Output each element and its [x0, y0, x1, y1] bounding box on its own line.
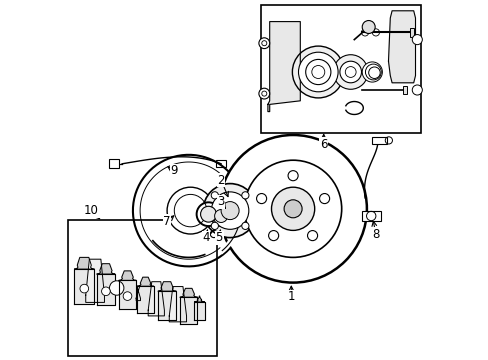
Polygon shape	[267, 22, 300, 112]
Circle shape	[287, 171, 298, 181]
Bar	[260, 5, 420, 133]
Circle shape	[411, 85, 422, 95]
Polygon shape	[85, 259, 104, 302]
Circle shape	[319, 194, 329, 204]
Circle shape	[196, 202, 220, 226]
Circle shape	[258, 38, 269, 49]
Polygon shape	[136, 286, 140, 301]
Circle shape	[102, 287, 110, 296]
Bar	[402, 86, 406, 94]
Text: 5: 5	[215, 230, 223, 244]
Polygon shape	[97, 274, 115, 305]
Polygon shape	[158, 291, 176, 320]
Polygon shape	[387, 11, 415, 83]
Circle shape	[241, 192, 248, 199]
Bar	[361, 211, 381, 221]
Bar	[68, 220, 217, 356]
Text: 4: 4	[202, 230, 209, 244]
Polygon shape	[148, 282, 164, 316]
Polygon shape	[119, 280, 136, 309]
Polygon shape	[74, 257, 94, 269]
Text: 8: 8	[371, 221, 379, 240]
Circle shape	[365, 64, 381, 80]
Polygon shape	[180, 297, 197, 324]
Circle shape	[214, 210, 227, 222]
Polygon shape	[194, 296, 204, 302]
Circle shape	[203, 184, 257, 238]
Polygon shape	[119, 271, 136, 280]
Circle shape	[339, 61, 361, 83]
Polygon shape	[137, 286, 153, 313]
Circle shape	[256, 194, 266, 204]
Polygon shape	[194, 302, 204, 320]
Circle shape	[123, 292, 132, 300]
Text: 10: 10	[84, 204, 100, 219]
Circle shape	[244, 160, 341, 257]
Circle shape	[109, 281, 123, 295]
Polygon shape	[180, 288, 197, 297]
Circle shape	[298, 52, 337, 92]
Circle shape	[258, 88, 269, 99]
Bar	[215, 160, 226, 167]
Circle shape	[307, 230, 317, 240]
Text: 7: 7	[163, 215, 173, 228]
Polygon shape	[74, 269, 94, 304]
Circle shape	[284, 200, 302, 218]
Circle shape	[411, 35, 422, 45]
Polygon shape	[97, 264, 115, 274]
Bar	[409, 28, 413, 37]
Circle shape	[200, 206, 216, 222]
Circle shape	[333, 55, 367, 89]
Polygon shape	[158, 282, 176, 291]
Circle shape	[362, 21, 374, 33]
Polygon shape	[137, 277, 153, 286]
Bar	[108, 159, 119, 168]
Circle shape	[211, 222, 218, 229]
Circle shape	[80, 284, 88, 293]
Circle shape	[268, 230, 278, 240]
Circle shape	[292, 46, 344, 98]
Circle shape	[167, 187, 213, 234]
Circle shape	[211, 206, 231, 226]
Polygon shape	[169, 287, 186, 322]
Text: 9: 9	[168, 165, 178, 177]
Circle shape	[271, 187, 314, 230]
Text: 3: 3	[217, 195, 225, 208]
Circle shape	[362, 62, 382, 82]
Bar	[371, 137, 386, 144]
Circle shape	[241, 222, 248, 229]
Circle shape	[368, 67, 380, 78]
Circle shape	[221, 202, 239, 220]
Circle shape	[211, 192, 248, 229]
Text: 2: 2	[217, 174, 228, 197]
Circle shape	[211, 192, 218, 199]
Text: 1: 1	[287, 286, 294, 303]
Text: 6: 6	[319, 134, 327, 150]
Circle shape	[219, 135, 366, 283]
